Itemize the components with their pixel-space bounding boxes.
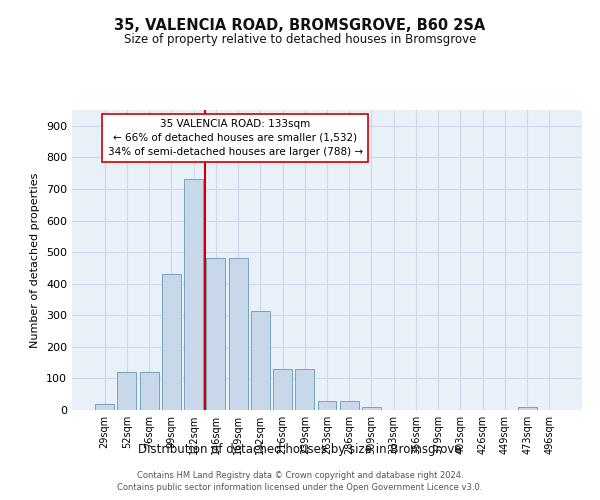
Bar	[95, 404, 114, 410]
Y-axis label: Number of detached properties: Number of detached properties	[31, 172, 40, 348]
Text: 35 VALENCIA ROAD: 133sqm
← 66% of detached houses are smaller (1,532)
34% of sem: 35 VALENCIA ROAD: 133sqm ← 66% of detach…	[107, 119, 363, 157]
Bar	[184, 180, 203, 410]
Text: Contains HM Land Registry data © Crown copyright and database right 2024.: Contains HM Land Registry data © Crown c…	[137, 471, 463, 480]
Bar	[340, 400, 359, 410]
Bar	[295, 369, 314, 410]
Bar	[251, 310, 270, 410]
Bar	[118, 372, 136, 410]
Text: Distribution of detached houses by size in Bromsgrove: Distribution of detached houses by size …	[138, 442, 462, 456]
Bar	[518, 407, 536, 410]
Bar	[206, 258, 225, 410]
Text: Size of property relative to detached houses in Bromsgrove: Size of property relative to detached ho…	[124, 32, 476, 46]
Bar	[317, 400, 337, 410]
Bar	[162, 274, 181, 410]
Bar	[362, 407, 381, 410]
Text: 35, VALENCIA ROAD, BROMSGROVE, B60 2SA: 35, VALENCIA ROAD, BROMSGROVE, B60 2SA	[115, 18, 485, 32]
Bar	[140, 372, 158, 410]
Bar	[229, 258, 248, 410]
Bar	[273, 369, 292, 410]
Text: Contains public sector information licensed under the Open Government Licence v3: Contains public sector information licen…	[118, 484, 482, 492]
